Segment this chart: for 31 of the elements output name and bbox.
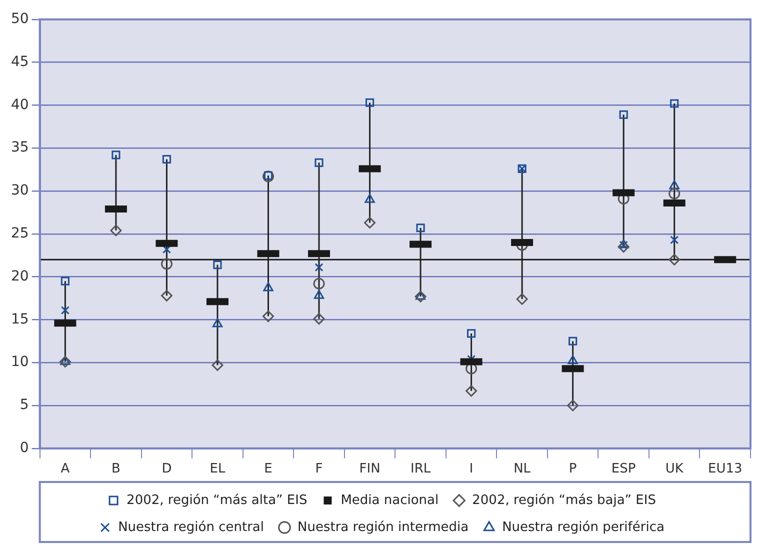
legend-label: Nuestra región periférica — [502, 520, 664, 535]
legend-label: Media nacional — [340, 492, 439, 508]
y-tick-label: 25 — [10, 226, 29, 242]
x-tick-label: NL — [514, 462, 532, 477]
x-tick-label: D — [162, 462, 172, 477]
y-tick-label: 45 — [10, 54, 29, 70]
legend-label: Nuestra región central — [118, 520, 264, 535]
x-tick-label: P — [568, 462, 577, 477]
x-tick-label: A — [60, 462, 70, 477]
x-tick-label: F — [315, 462, 323, 477]
x-tick-label: B — [112, 462, 120, 477]
x-tick-label: E — [264, 462, 272, 477]
x-tick-label: EL — [210, 462, 226, 477]
y-tick-label: 10 — [10, 354, 29, 370]
legend-label: 2002, región “más alta” EIS — [126, 492, 308, 508]
y-tick-label: 15 — [10, 311, 29, 328]
y-tick-label: 50 — [10, 11, 29, 28]
y-tick-label: 20 — [10, 268, 29, 284]
y-tick-label: 0 — [20, 440, 29, 456]
x-tick-label: FIN — [359, 462, 380, 477]
y-tick-label: 40 — [10, 96, 29, 113]
x-tick-label: EU13 — [708, 462, 742, 477]
x-tick-label: I — [469, 462, 474, 477]
x-tick-label: ESP — [611, 462, 636, 477]
y-tick-label: 5 — [20, 397, 29, 414]
legend-label: Nuestra región intermedia — [297, 520, 469, 535]
x-tick-label: IRL — [410, 462, 432, 477]
x-tick-label: UK — [665, 462, 684, 477]
legend-label: 2002, región “más baja” EIS — [472, 492, 656, 508]
y-tick-label: 30 — [10, 182, 29, 199]
y-tick-label: 35 — [10, 140, 29, 156]
